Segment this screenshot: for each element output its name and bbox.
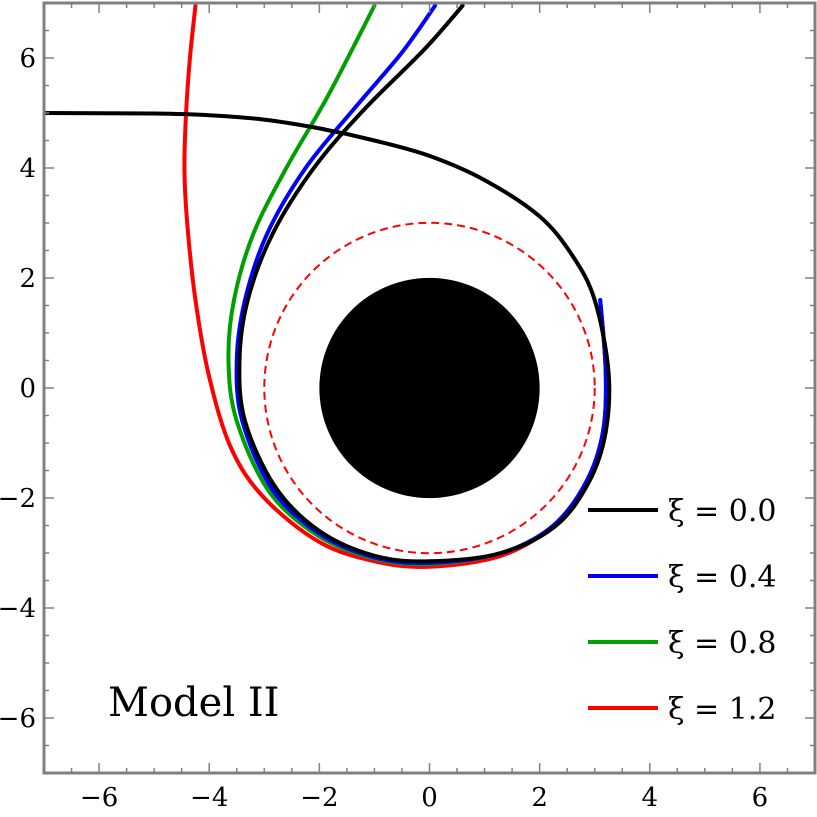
legend-label: ξ = 0.4 (668, 560, 776, 595)
x-tick-label: −2 (300, 783, 338, 813)
series-line-0 (44, 3, 612, 564)
photon-sphere-circle (263, 221, 596, 555)
y-tick-label: 2 (19, 264, 36, 294)
shapes-layer (263, 221, 596, 555)
x-tick-label: 2 (531, 783, 548, 813)
black-hole-disk (319, 277, 540, 499)
x-tick-label: 0 (421, 783, 438, 813)
series-line-1 (234, 3, 608, 566)
y-tick-label: 4 (19, 154, 36, 184)
y-tick-label: −4 (0, 594, 36, 624)
y-tick-label: 0 (19, 374, 36, 404)
legend-label: ξ = 0.0 (668, 494, 776, 529)
y-tick-label: −2 (0, 484, 36, 514)
y-tick-label: −6 (0, 704, 36, 734)
legend-label: ξ = 1.2 (668, 692, 776, 727)
legend: ξ = 0.0 ξ = 0.4 ξ = 0.8 ξ = 1.2 (588, 494, 776, 727)
x-tick-label: −6 (80, 783, 118, 813)
model-annotation: Model II (108, 680, 279, 726)
series-layer (44, 3, 612, 569)
x-tick-label: 4 (642, 783, 659, 813)
x-tick-label: 6 (752, 783, 769, 813)
y-tick-label: 6 (19, 44, 36, 74)
legend-label: ξ = 0.8 (668, 626, 776, 661)
x-tick-label: −4 (190, 783, 228, 813)
